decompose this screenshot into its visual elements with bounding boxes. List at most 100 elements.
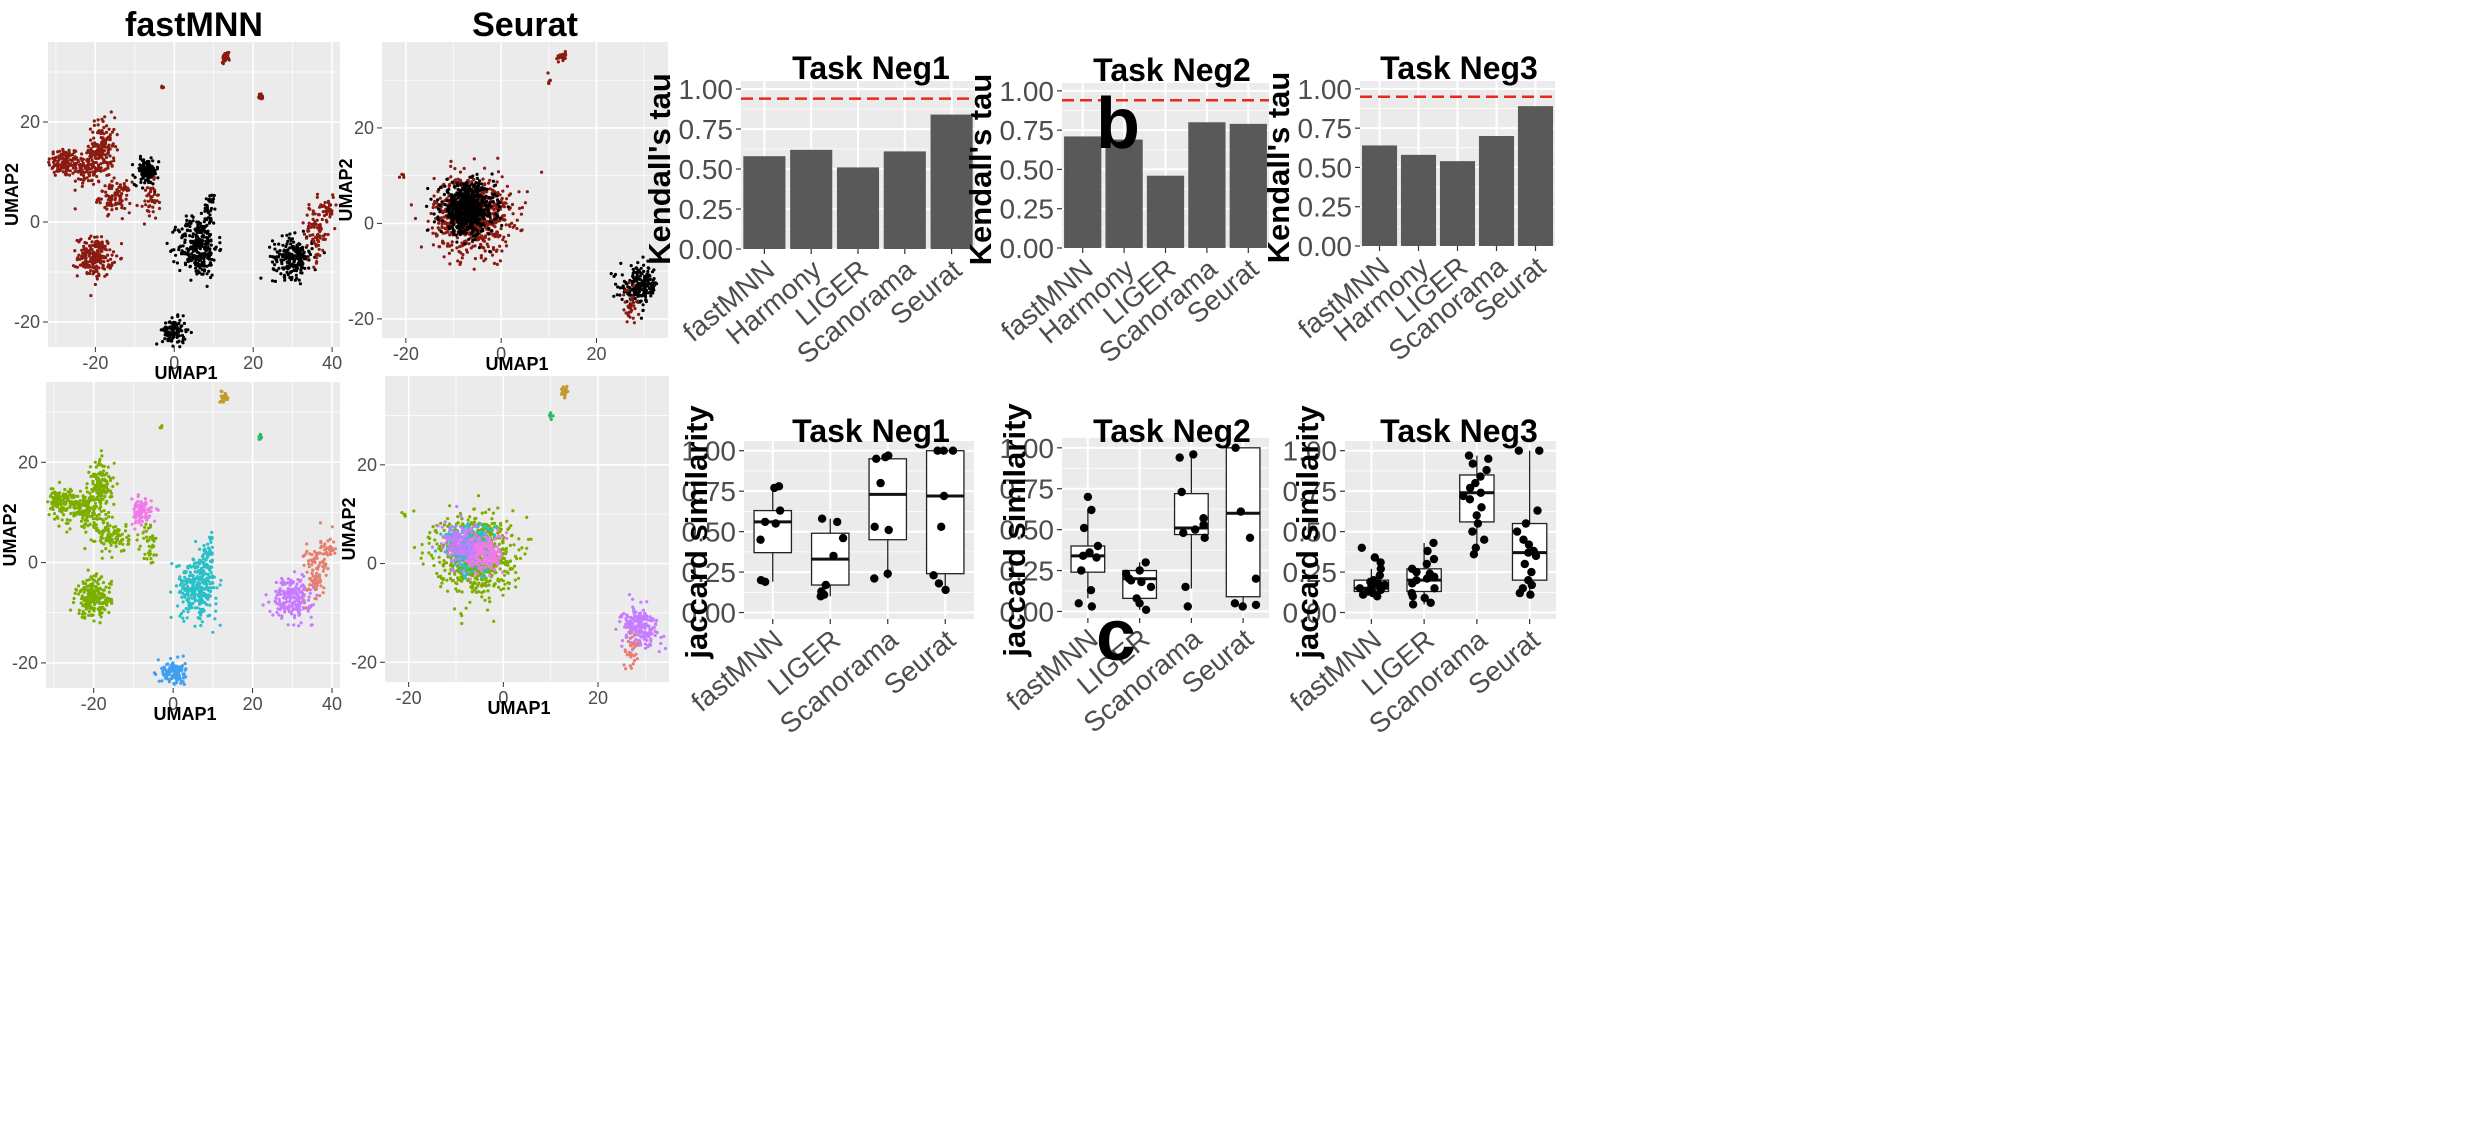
data-point (115, 188, 119, 192)
data-point (180, 664, 184, 668)
data-point (301, 583, 305, 587)
data-point (447, 215, 451, 219)
data-point (95, 572, 99, 576)
data-point (179, 612, 183, 616)
data-point (488, 249, 492, 254)
data-point (127, 188, 131, 192)
data-point (95, 269, 99, 273)
data-point (506, 205, 510, 209)
data-point (280, 614, 284, 618)
data-point (100, 152, 104, 156)
data-point (276, 593, 280, 597)
data-point (79, 601, 83, 605)
data-point (83, 518, 87, 522)
data-point (264, 593, 268, 597)
data-point (498, 216, 503, 220)
data-point (188, 604, 192, 609)
data-point (102, 255, 106, 259)
data-point (53, 501, 57, 505)
data-point (81, 509, 86, 513)
data-point (271, 613, 275, 617)
data-point (115, 536, 119, 541)
data-point (479, 204, 483, 208)
data-point (95, 274, 99, 278)
data-point (313, 212, 317, 216)
data-point (61, 498, 65, 502)
data-point (198, 582, 202, 586)
data-point (494, 233, 499, 237)
data-point (626, 314, 631, 318)
data-point (450, 201, 454, 205)
data-point (324, 573, 328, 577)
data-point (326, 200, 330, 205)
data-point (180, 324, 184, 328)
data-point (207, 546, 211, 550)
data-point (155, 193, 160, 197)
data-point (198, 607, 203, 612)
data-point (169, 321, 173, 325)
data-point (455, 215, 459, 219)
data-point (86, 524, 90, 528)
data-point (212, 258, 216, 262)
data-point (87, 264, 91, 268)
data-point (88, 127, 92, 131)
data-point (91, 498, 95, 502)
data-point (80, 152, 84, 156)
data-point (160, 666, 164, 671)
data-point (81, 181, 85, 185)
data-point (91, 589, 96, 593)
data-point (88, 174, 92, 178)
data-point (152, 537, 156, 541)
data-point (198, 597, 202, 602)
data-point (629, 264, 633, 268)
data-point (493, 183, 498, 187)
data-point (107, 530, 111, 534)
data-point (81, 604, 85, 608)
data-point (114, 525, 118, 529)
data-point (278, 600, 282, 604)
data-point (80, 524, 84, 529)
data-point (94, 485, 98, 489)
data-point (149, 505, 153, 510)
data-point (186, 592, 190, 596)
data-point (201, 569, 206, 573)
data-point (117, 202, 121, 206)
data-point (447, 251, 451, 255)
data-point (168, 335, 172, 339)
data-point (280, 616, 284, 620)
data-point (81, 498, 86, 502)
data-point (201, 224, 205, 228)
plot-background (385, 376, 669, 682)
data-point (73, 207, 77, 211)
data-point (294, 263, 298, 267)
data-point (77, 240, 81, 244)
data-point (125, 535, 129, 539)
data-point (181, 609, 186, 613)
data-point (101, 119, 105, 123)
data-point (413, 216, 418, 221)
data-point (74, 161, 78, 166)
data-point (286, 607, 290, 612)
data-point (58, 495, 62, 499)
x-tick-label: -20 (81, 694, 107, 714)
data-point (96, 123, 100, 127)
data-point (141, 502, 145, 506)
data-point (202, 592, 206, 596)
data-point (169, 664, 173, 668)
data-point (200, 272, 204, 276)
data-point (191, 254, 195, 258)
y-tick-label: 20 (354, 118, 374, 138)
data-point (80, 513, 84, 517)
data-point (459, 201, 463, 205)
data-point (124, 524, 128, 528)
data-point (203, 582, 207, 586)
data-point (104, 512, 108, 517)
data-point (458, 178, 462, 182)
data-point (146, 526, 150, 530)
data-point (274, 580, 278, 585)
data-point (187, 254, 191, 258)
data-point (498, 219, 502, 223)
data-point (61, 513, 66, 517)
data-point (100, 549, 104, 553)
